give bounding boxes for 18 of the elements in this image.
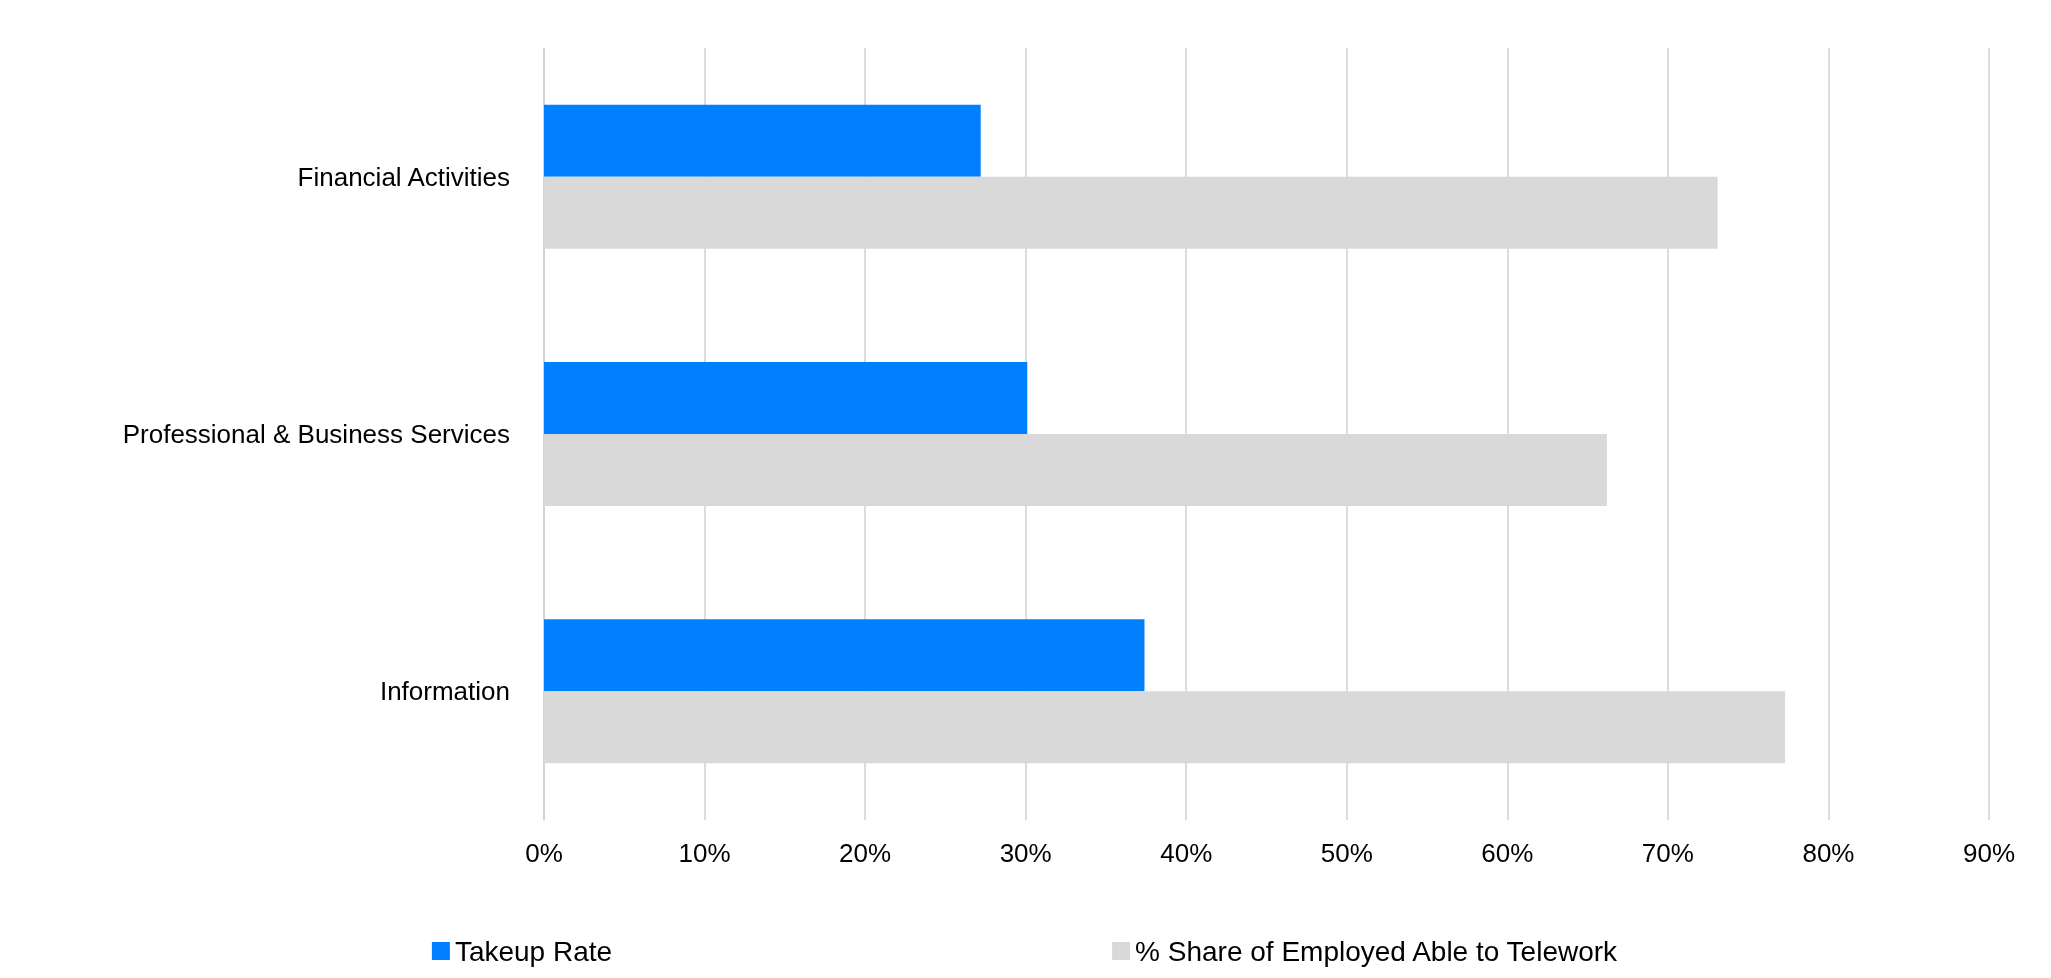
x-tick-label: 90% — [1962, 838, 2016, 868]
bar — [544, 619, 1145, 692]
x-tick-label: 80% — [1802, 838, 1855, 868]
x-tick-label: 20% — [839, 838, 892, 868]
x-tick-label: 10% — [678, 838, 731, 868]
x-tick-label: 60% — [1481, 838, 1534, 868]
bar — [544, 104, 981, 177]
x-tick-label: 70% — [1641, 838, 1694, 868]
x-tick-label: 40% — [1160, 838, 1213, 868]
y-tick-label: Financial Activities — [297, 161, 510, 192]
bar — [544, 362, 1028, 434]
legend-label: % Share of Employed Able to Telework — [1135, 935, 1619, 967]
y-tick-label: Information — [379, 676, 510, 707]
y-tick-label: Professional & Business Services — [122, 419, 510, 449]
x-tick-label: 50% — [1320, 838, 1373, 868]
legend-label: Takeup Rate — [454, 935, 613, 967]
x-tick-label: 0% — [525, 838, 563, 868]
x-tick-label: 30% — [999, 838, 1052, 868]
